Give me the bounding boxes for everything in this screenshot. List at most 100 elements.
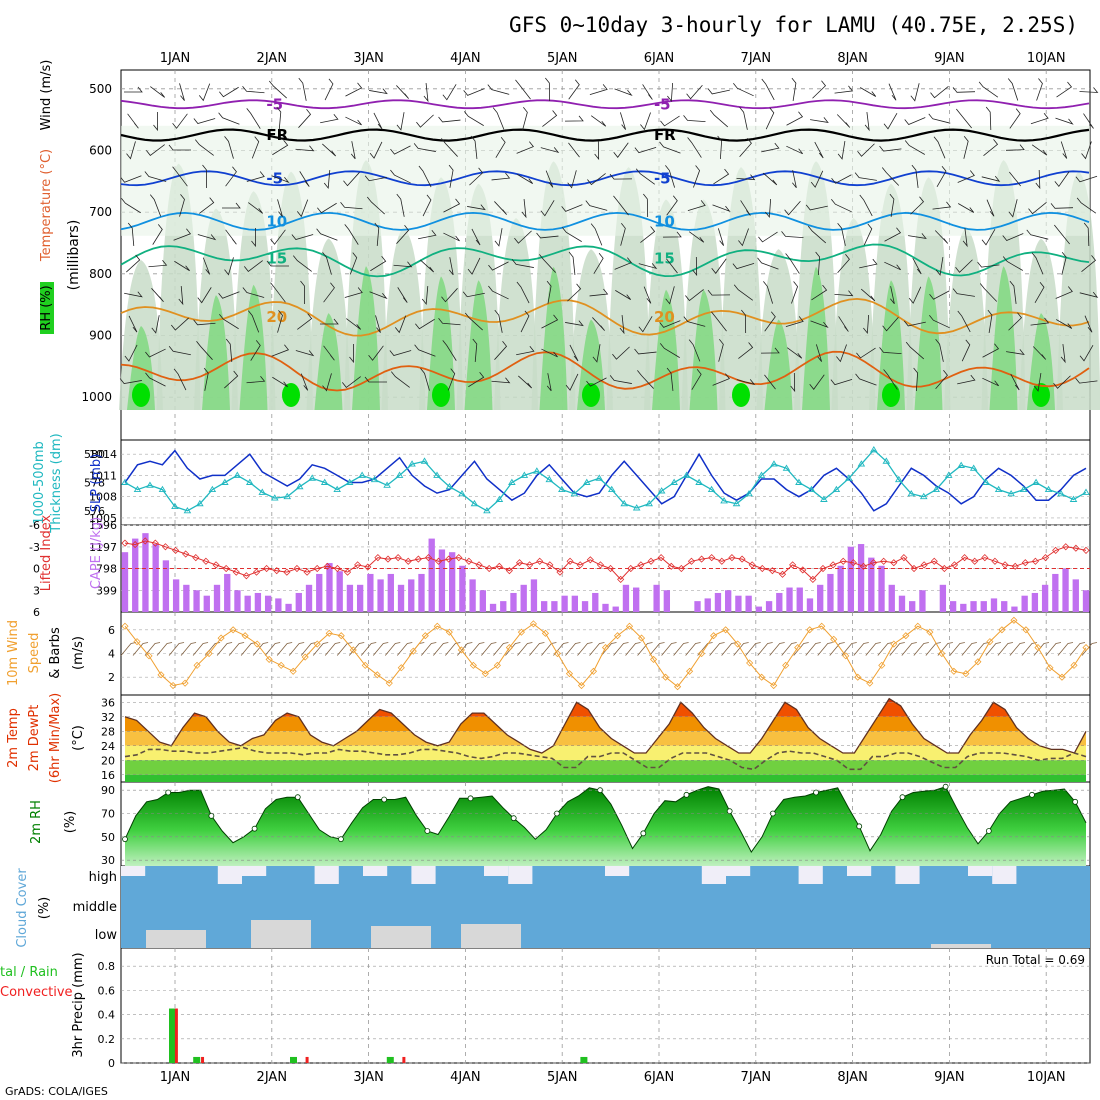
rh-core — [582, 383, 600, 407]
lifted-index-marker — [273, 567, 281, 575]
wind-barb — [443, 198, 461, 213]
isotherm-label: -5 — [654, 169, 671, 187]
rh-2m-axis-label-1: 2m RH — [29, 800, 44, 844]
wind-speed-marker — [565, 670, 574, 678]
surface-wind-barb — [613, 642, 629, 656]
wind-speed-marker — [854, 673, 862, 681]
surface-wind-barb — [661, 642, 677, 656]
cape-bar — [408, 579, 415, 612]
wind-speed-marker — [674, 683, 682, 691]
wind-barb — [511, 259, 534, 268]
wind-barb — [761, 142, 780, 153]
lifted-index-marker — [242, 572, 250, 580]
surface-wind-barb — [793, 642, 809, 656]
wind-barb — [545, 170, 554, 188]
wind-speed-marker — [553, 649, 562, 658]
wind-speed-marker — [974, 658, 982, 666]
wind-speed-marker — [217, 634, 225, 642]
panel-frame-prec — [120, 947, 1091, 1064]
wind-barb — [413, 143, 436, 152]
precip-total-bar — [193, 1056, 201, 1063]
lifted-index-marker — [263, 564, 271, 573]
lifted-index-tick-label: -6 — [29, 519, 40, 532]
wind-barb — [640, 112, 651, 131]
wind-barb — [733, 284, 754, 301]
surface-wind-barb — [637, 642, 653, 656]
wind-barb — [810, 117, 829, 123]
wind-speed-marker — [529, 620, 537, 628]
wind-barb — [761, 78, 775, 101]
thickness-line — [124, 448, 1087, 512]
wind-speed-marker — [289, 667, 297, 675]
precip-tick-label: 0.4 — [98, 1009, 116, 1022]
wind-barb — [514, 230, 532, 244]
lifted-index-marker — [323, 562, 331, 570]
lifted-index-marker — [900, 554, 908, 562]
wind-barb — [962, 228, 968, 248]
cape-bar — [612, 606, 619, 612]
cape-bar — [540, 601, 548, 612]
wind-barb — [713, 168, 730, 185]
lifted-index-marker — [829, 561, 837, 569]
thickness-marker — [857, 460, 866, 467]
thickness-marker — [1044, 485, 1053, 493]
cape-bar — [172, 579, 180, 612]
temp-band — [125, 760, 1086, 775]
lifted-index-marker — [1031, 557, 1039, 565]
thickness-marker — [508, 478, 516, 485]
low-cloud-gap — [371, 926, 431, 948]
surface-wind-barb — [384, 642, 401, 656]
cape-bar — [919, 590, 926, 612]
wind-tick-label: 6 — [108, 624, 115, 637]
wind-barb — [592, 344, 601, 363]
wind-barb — [741, 309, 747, 334]
temperature-axis-label: Temperature (°C) — [39, 149, 54, 262]
wind-barb — [879, 145, 902, 152]
wind-barb — [732, 262, 755, 270]
wind-barb — [709, 109, 729, 128]
cape-bar — [755, 606, 763, 612]
precip-convective-label: Convective — [0, 985, 73, 1000]
wind-barb — [564, 115, 584, 122]
wind-barb — [196, 341, 213, 360]
surface-wind-barb — [745, 642, 761, 656]
cape-bar — [367, 573, 374, 612]
wind-barb — [590, 223, 603, 246]
panel-frame-slp — [120, 439, 1091, 526]
wind-barb — [831, 198, 852, 213]
wind-barb — [890, 286, 895, 305]
wind-barb — [836, 344, 847, 363]
day-label-top: 9JAN — [934, 51, 965, 66]
wind-barb — [834, 290, 854, 297]
precip-total-label: tal / Rain — [0, 965, 58, 980]
lifted-index-marker — [394, 554, 402, 562]
wind-barb — [120, 175, 142, 183]
cape-bar — [571, 595, 578, 612]
run-total-label: Run Total = 0.69 — [986, 953, 1085, 967]
wind-barb — [963, 136, 969, 159]
wind-barb — [738, 342, 754, 359]
wind-barb — [390, 145, 411, 155]
rh-marker — [251, 825, 258, 832]
wind-barb — [977, 261, 1000, 268]
wind-speed-marker — [637, 634, 646, 642]
wind-barb — [1050, 203, 1074, 209]
wind-barb — [462, 291, 485, 298]
wind-barb — [667, 82, 674, 103]
wind-barb — [811, 284, 828, 301]
precip-tick-label: 0.2 — [98, 1033, 116, 1046]
cape-bar — [234, 590, 241, 612]
wind-barb — [740, 200, 751, 216]
wind-speed-marker — [661, 673, 670, 681]
surface-wind-barb — [625, 642, 641, 656]
wind-barb — [1033, 373, 1042, 392]
lifted-index-marker — [647, 557, 655, 565]
wind-speed-marker — [1058, 673, 1066, 681]
cape-bar — [275, 598, 282, 612]
wind-barb — [469, 167, 484, 186]
wind-barb — [277, 310, 283, 333]
isotherm-line — [120, 211, 1090, 231]
wind-barb — [518, 375, 533, 389]
day-label-top: 3JAN — [353, 51, 384, 66]
